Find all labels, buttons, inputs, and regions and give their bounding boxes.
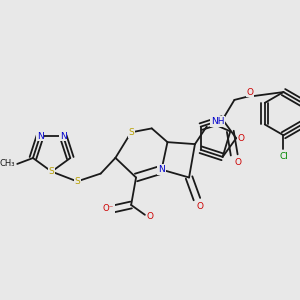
Text: N: N [60,132,67,141]
Text: N: N [37,132,44,141]
Text: Cl: Cl [279,152,288,161]
Text: CH₃: CH₃ [0,159,15,168]
Text: O: O [146,212,153,221]
Text: O⁻: O⁻ [103,204,114,213]
Text: O: O [247,88,254,97]
Text: S: S [128,128,134,137]
Text: O: O [235,158,242,167]
Text: N: N [158,165,165,174]
Text: O: O [238,134,244,143]
Text: S: S [74,177,80,186]
Text: O: O [196,202,203,211]
Text: S: S [49,167,55,176]
Text: NH: NH [211,117,224,126]
